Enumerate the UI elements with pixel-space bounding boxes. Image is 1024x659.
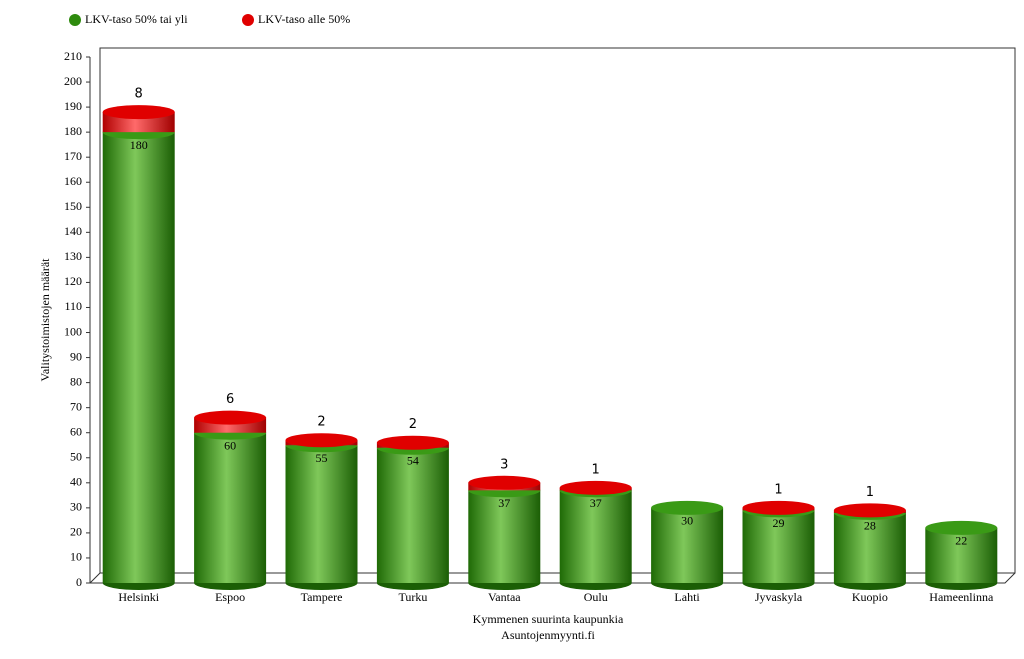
data-label: 8 — [135, 87, 143, 102]
y-tick-label: 160 — [64, 174, 82, 188]
y-tick-label: 10 — [70, 550, 82, 564]
y-tick-label: 140 — [64, 224, 82, 238]
bar-top — [925, 520, 998, 535]
x-tick-label: Hameenlinna — [929, 590, 994, 604]
data-label: 2 — [409, 417, 417, 432]
data-label: 54 — [407, 453, 419, 467]
data-label: 22 — [955, 534, 967, 548]
data-label: 180 — [130, 138, 148, 152]
bar-segment — [925, 527, 998, 583]
y-tick-label: 20 — [70, 525, 82, 539]
bar-top — [285, 433, 358, 448]
bar-segment — [559, 490, 632, 583]
y-tick-label: 60 — [70, 424, 82, 438]
x-axis-subtitle: Asuntojenmyynti.fi — [501, 628, 595, 642]
y-tick-label: 80 — [70, 374, 82, 388]
x-tick-label: Espoo — [215, 590, 245, 604]
data-label: 1 — [866, 485, 874, 500]
data-label: 55 — [316, 451, 328, 465]
legend-label: LKV-taso alle 50% — [258, 12, 350, 26]
y-tick-label: 100 — [64, 324, 82, 338]
data-label: 29 — [773, 516, 785, 530]
data-label: 30 — [681, 514, 693, 528]
y-tick-label: 0 — [76, 575, 82, 589]
data-label: 37 — [590, 496, 602, 510]
x-tick-label: Helsinki — [118, 590, 159, 604]
bar-segment — [376, 447, 449, 583]
data-label: 2 — [317, 415, 325, 430]
data-label: 1 — [774, 482, 782, 497]
data-label: 1 — [592, 462, 600, 477]
data-label: 6 — [226, 392, 234, 407]
x-tick-label: Turku — [398, 590, 427, 604]
bar-top — [833, 503, 906, 518]
bar-top — [102, 105, 175, 120]
x-tick-label: Jyvaskyla — [755, 590, 803, 604]
y-tick-label: 70 — [70, 399, 82, 413]
data-label: 60 — [224, 438, 236, 452]
x-tick-label: Oulu — [584, 590, 608, 604]
data-label: 28 — [864, 519, 876, 533]
x-tick-label: Vantaa — [488, 590, 521, 604]
bar-segment — [833, 512, 906, 583]
y-tick-label: 130 — [64, 249, 82, 263]
y-tick-label: 120 — [64, 274, 82, 288]
bar-segment — [651, 507, 724, 583]
data-label: 37 — [498, 496, 510, 510]
x-tick-label: Kuopio — [852, 590, 888, 604]
bar-segment — [285, 445, 358, 583]
y-tick-label: 150 — [64, 199, 82, 213]
x-tick-label: Tampere — [301, 590, 343, 604]
bar-segment — [742, 510, 815, 583]
legend-marker — [69, 14, 81, 26]
y-tick-label: 170 — [64, 149, 82, 163]
bar-top — [651, 500, 724, 515]
y-tick-label: 190 — [64, 99, 82, 113]
y-tick-label: 40 — [70, 475, 82, 489]
y-tick-label: 30 — [70, 500, 82, 514]
y-tick-label: 210 — [64, 49, 82, 63]
legend-marker — [242, 14, 254, 26]
legend-label: LKV-taso 50% tai yli — [85, 12, 188, 26]
data-label: 3 — [500, 457, 508, 472]
y-tick-label: 180 — [64, 124, 82, 138]
bar-top — [559, 480, 632, 495]
bar-top — [468, 475, 541, 490]
bar-segment — [194, 432, 267, 583]
bar-segment — [468, 490, 541, 583]
bar-segment — [102, 132, 175, 583]
x-axis-title: Kymmenen suurinta kaupunkia — [473, 612, 624, 626]
x-tick-label: Lahti — [674, 590, 700, 604]
bar-top — [376, 435, 449, 450]
y-tick-label: 200 — [64, 74, 82, 88]
y-tick-label: 90 — [70, 349, 82, 363]
y-tick-label: 110 — [64, 299, 82, 313]
bar-top — [742, 500, 815, 515]
bar-top — [194, 410, 267, 425]
y-axis-title: Valitystoimistojen määrät — [38, 258, 52, 382]
y-tick-label: 50 — [70, 450, 82, 464]
